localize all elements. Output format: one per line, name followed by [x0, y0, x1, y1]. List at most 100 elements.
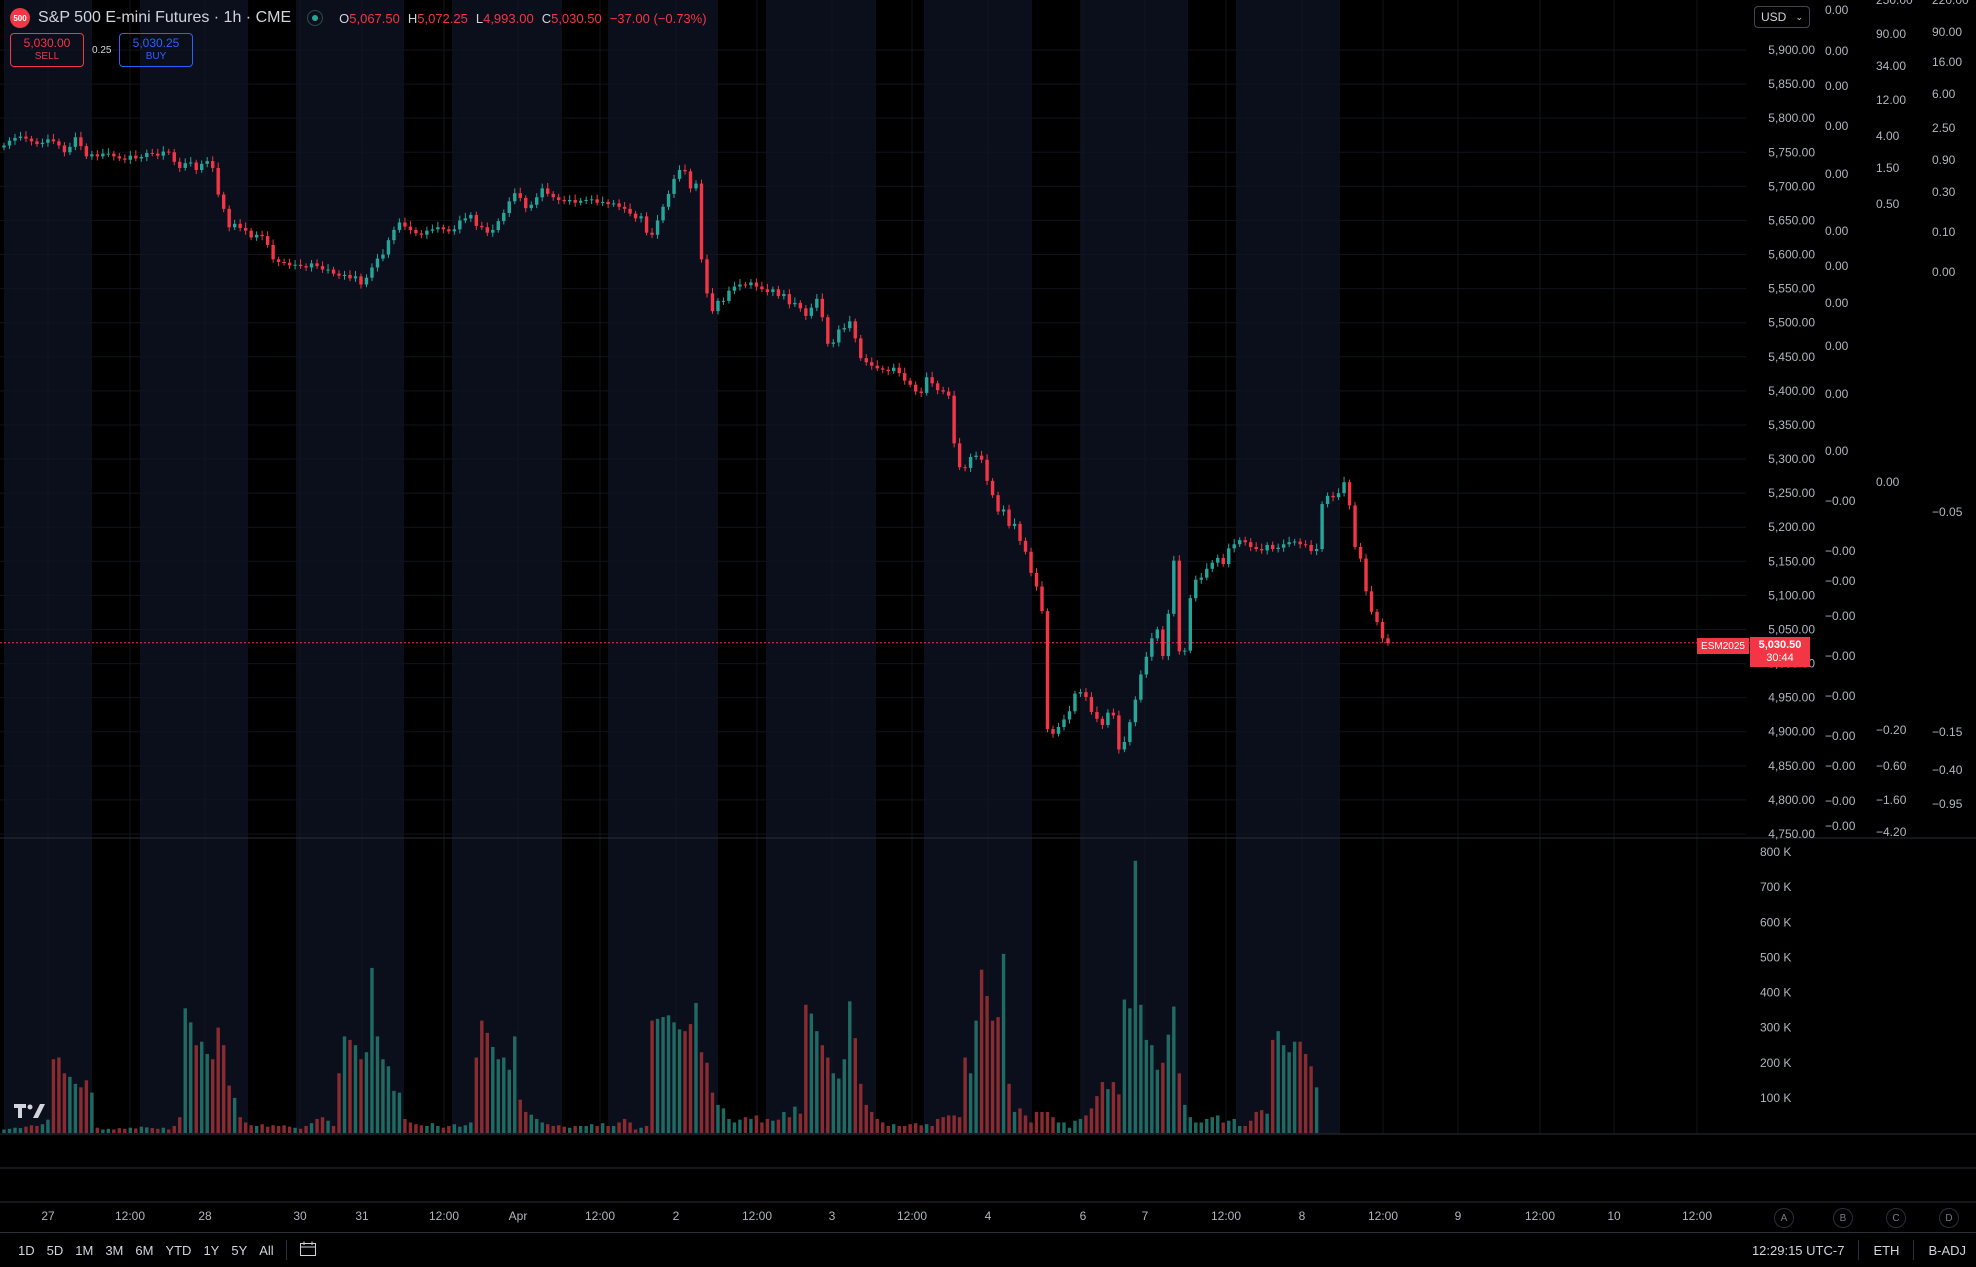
volume-bar	[1045, 1111, 1050, 1133]
adjustment-toggle[interactable]: B-ADJ	[1928, 1242, 1966, 1258]
indicator-scale-label: 6.00	[1932, 87, 1956, 101]
candle-body	[1188, 598, 1192, 651]
price-tick-label: 4,800.00	[1768, 793, 1815, 807]
session-toggle[interactable]: ETH	[1873, 1242, 1900, 1258]
candle-body	[2, 145, 6, 148]
volume-bar	[1001, 953, 1006, 1133]
candle-body	[1287, 542, 1291, 545]
session-band	[924, 0, 1032, 1134]
volume-bar	[106, 1128, 111, 1133]
sell-button[interactable]: 5,030.00 SELL	[10, 33, 84, 67]
volume-bar	[694, 1003, 698, 1133]
range-1d-button[interactable]: 1D	[18, 1242, 35, 1258]
candle-body	[414, 229, 418, 234]
clock-time[interactable]: 12:29:15 UTC-7	[1751, 1242, 1845, 1258]
volume-bar	[386, 1066, 391, 1133]
candle-body	[1078, 692, 1083, 694]
volume-bar	[1221, 1122, 1225, 1133]
candle-series	[2, 131, 1390, 754]
candle-body	[112, 153, 116, 157]
candle-body	[930, 377, 934, 384]
time-tick-label: 3	[829, 1209, 836, 1223]
volume-bar	[1161, 1062, 1165, 1133]
candle-body	[1144, 656, 1149, 675]
volume-tick-label: 400 K	[1760, 986, 1791, 1000]
candle-body	[331, 269, 336, 274]
scale-button-d[interactable]: D	[1939, 1208, 1959, 1228]
candle-body	[1364, 558, 1368, 592]
scale-button-b[interactable]: B	[1833, 1208, 1853, 1228]
volume-bar	[123, 1128, 127, 1133]
range-6m-button[interactable]: 6M	[135, 1242, 154, 1258]
candle-body	[145, 152, 149, 158]
volume-bar	[73, 1083, 78, 1133]
range-1m-button[interactable]: 1M	[75, 1242, 94, 1258]
volume-bar	[364, 1052, 369, 1133]
candle-body	[985, 459, 989, 481]
volume-bar	[941, 1117, 945, 1133]
volume-bar	[172, 1125, 176, 1133]
candle-body	[793, 302, 797, 305]
candle-body	[1023, 540, 1028, 552]
volume-bar	[419, 1125, 424, 1133]
time-tick-label: 12:00	[1525, 1209, 1555, 1223]
candle-body	[298, 264, 303, 267]
price-tick-label: 5,900.00	[1768, 43, 1815, 57]
candle-body	[957, 443, 962, 468]
candle-body	[1353, 505, 1357, 547]
volume-bar	[853, 1038, 857, 1133]
indicator-scale-label: −0.00	[1825, 759, 1856, 773]
volume-tick-label: 700 K	[1760, 880, 1791, 894]
tradingview-logo-icon[interactable]	[14, 1102, 46, 1125]
time-tick-label: 12:00	[1368, 1209, 1398, 1223]
market-status-icon[interactable]	[307, 10, 324, 26]
volume-bar	[661, 1017, 665, 1133]
calendar-icon[interactable]	[293, 1241, 323, 1260]
candle-body	[694, 183, 698, 189]
volume-bar	[1205, 1118, 1209, 1133]
buy-button[interactable]: 5,030.25 BUY	[119, 33, 193, 67]
volume-bar	[502, 1057, 506, 1133]
indicator-scale-label: 34.00	[1876, 59, 1906, 73]
volume-bar	[1095, 1096, 1099, 1133]
candle-body	[644, 216, 649, 233]
symbol-title[interactable]: S&P 500 E-mini Futures · 1h · CME	[38, 9, 292, 26]
candle-body	[924, 377, 929, 393]
volume-bar	[1012, 1111, 1017, 1133]
currency-select[interactable]: USD ⌄	[1754, 6, 1810, 28]
indicator-scale-label: 0.00	[1825, 224, 1849, 238]
range-5d-button[interactable]: 5D	[46, 1242, 64, 1258]
candle-body	[359, 276, 363, 285]
candle-body	[1342, 482, 1346, 494]
candle-body	[1150, 638, 1154, 657]
range-all-button[interactable]: All	[259, 1242, 274, 1258]
volume-bar	[414, 1124, 418, 1133]
volume-bar	[716, 1104, 720, 1133]
candle-body	[815, 298, 819, 308]
indicator-scale-label: −0.00	[1825, 649, 1856, 663]
scale-button-a[interactable]: A	[1774, 1208, 1794, 1228]
price-chart[interactable]: 5,900.00 5,850.00 5,800.00 5,750.00 5,700.00…	[0, 0, 1976, 1232]
candle-body	[139, 157, 144, 159]
time-tick-label: 4	[985, 1209, 992, 1223]
volume-bar	[254, 1125, 259, 1133]
volume-bar	[1309, 1066, 1313, 1133]
volume-bar	[1227, 1120, 1231, 1133]
range-1y-button[interactable]: 1Y	[203, 1242, 220, 1258]
candle-body	[95, 154, 100, 157]
indicator-scale-label: −0.00	[1825, 494, 1856, 508]
candle-body	[881, 368, 885, 370]
volume-bar	[546, 1124, 550, 1133]
candle-body	[227, 208, 231, 228]
volume-bar	[441, 1127, 446, 1133]
change-value: −37.00 (−0.73%)	[609, 10, 707, 26]
range-3m-button[interactable]: 3M	[105, 1242, 124, 1258]
range-ytd-button[interactable]: YTD	[165, 1242, 192, 1258]
candle-body	[1331, 495, 1335, 498]
candle-body	[57, 141, 61, 146]
scale-button-c[interactable]: C	[1886, 1208, 1906, 1228]
candle-body	[1292, 541, 1297, 543]
candle-body	[655, 220, 660, 235]
spread-value: 0.25	[92, 45, 112, 56]
range-5y-button[interactable]: 5Y	[231, 1242, 248, 1258]
